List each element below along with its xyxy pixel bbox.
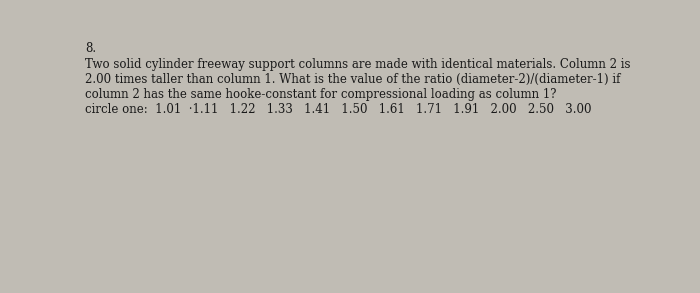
Text: Two solid cylinder freeway support columns are made with identical materials. Co: Two solid cylinder freeway support colum… xyxy=(85,58,631,71)
Text: 8.: 8. xyxy=(85,42,96,55)
Text: column 2 has the same hooke-constant for compressional loading as column 1?: column 2 has the same hooke-constant for… xyxy=(85,88,556,101)
Text: 2.00 times taller than column 1. What is the value of the ratio (diameter-2)/(di: 2.00 times taller than column 1. What is… xyxy=(85,73,620,86)
Text: circle one:  1.01  ·1.11   1.22   1.33   1.41   1.50   1.61   1.71   1.91   2.00: circle one: 1.01 ·1.11 1.22 1.33 1.41 1.… xyxy=(85,103,592,116)
